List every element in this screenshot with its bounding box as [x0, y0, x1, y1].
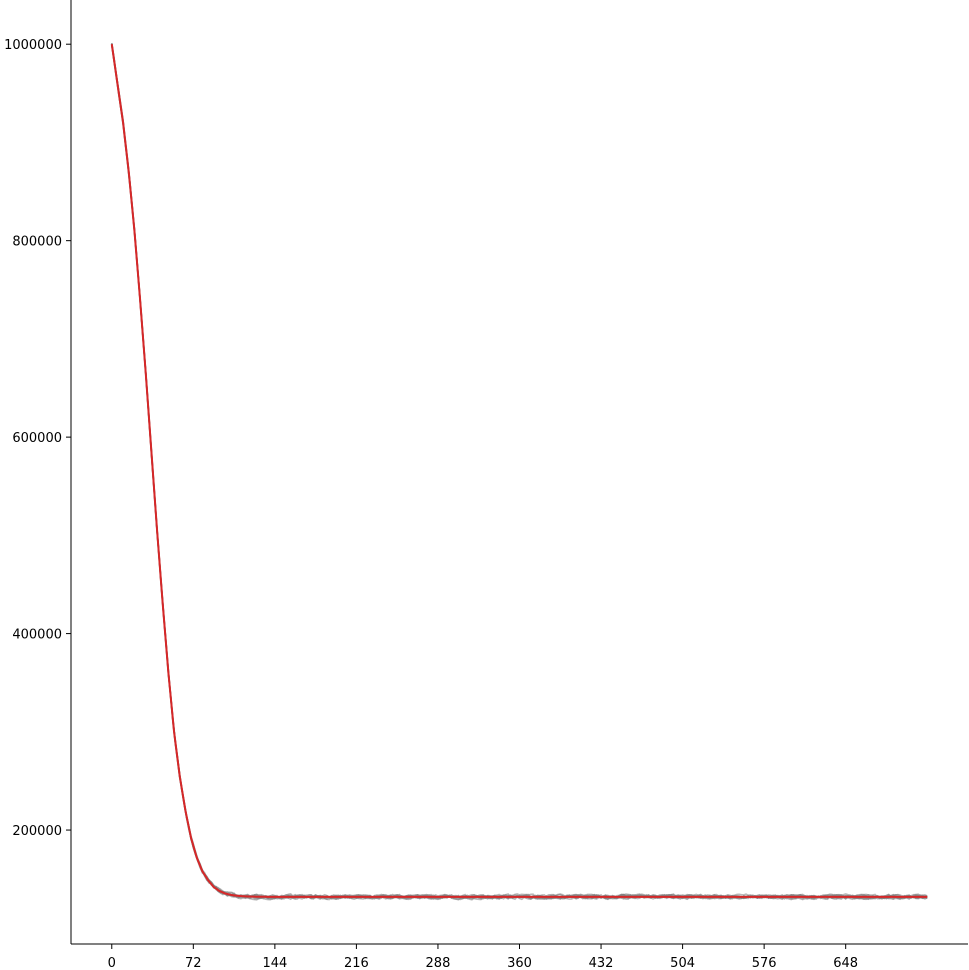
mean-line [110, 44, 928, 898]
x-tick-label-504: 504 [670, 956, 695, 970]
x-tick-label-288: 288 [426, 956, 451, 970]
x-tick-label-576: 576 [752, 956, 777, 970]
x-tick-label-144: 144 [262, 956, 287, 970]
x-tick-label-0: 0 [108, 956, 116, 970]
y-tick-label-1000000: 1000000 [4, 38, 62, 53]
x-tick-label-648: 648 [833, 956, 858, 970]
x-tick-label-432: 432 [589, 956, 614, 970]
y-tick-label-600000: 600000 [12, 431, 62, 446]
mean-line-series [110, 44, 928, 898]
x-tick-label-360: 360 [507, 956, 532, 970]
x-tick-label-216: 216 [344, 956, 369, 970]
y-tick-label-800000: 800000 [12, 235, 62, 250]
axes: 0 72 144 216 288 360 432 504 576 648 200000 400000 6… [4, 0, 968, 970]
x-tick-label-72: 72 [185, 956, 202, 970]
y-tick-label-200000: 200000 [12, 824, 62, 839]
y-tick-label-400000: 400000 [12, 628, 62, 643]
